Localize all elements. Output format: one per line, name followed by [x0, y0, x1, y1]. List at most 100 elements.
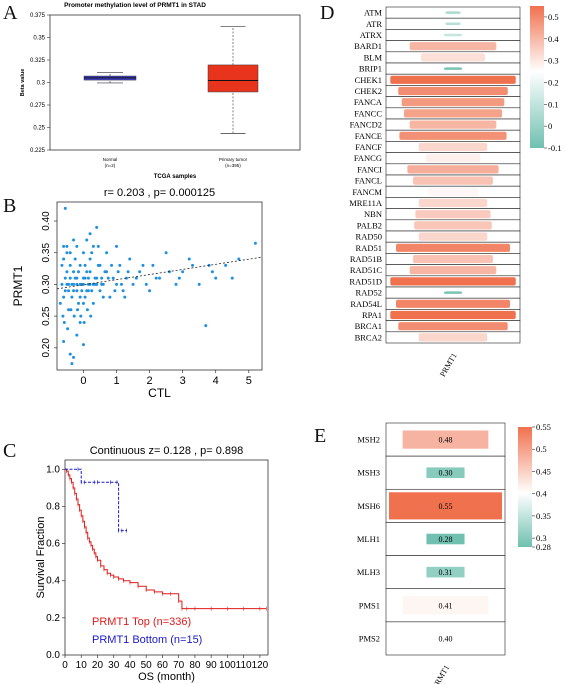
b-point: [63, 276, 67, 280]
d-bar: [414, 221, 492, 230]
d-row-label: PALB2: [357, 220, 382, 230]
e-colorbar-label: 0.55: [536, 422, 551, 432]
c-xtick-label: 90: [206, 660, 218, 671]
e-bar: [426, 566, 465, 578]
b-point: [177, 276, 181, 280]
b-point: [148, 289, 152, 293]
b-point: [91, 301, 95, 305]
b-point: [124, 276, 128, 280]
e-row-label: MSH6: [357, 501, 380, 511]
e-value-label: 0.55: [439, 502, 453, 511]
d-bar: [398, 322, 508, 331]
e-colorbar-label: 0.3: [536, 533, 547, 543]
b-point: [65, 251, 69, 255]
d-row-label: RAD50: [356, 232, 382, 242]
d-bar: [390, 277, 516, 286]
b-point: [187, 257, 191, 261]
d-row-label: ATR: [366, 19, 382, 29]
b-point: [151, 263, 155, 267]
d-xlabel: PRMT1: [438, 352, 459, 379]
b-point: [85, 270, 89, 274]
b-point: [88, 232, 92, 236]
e-bar: [426, 467, 465, 479]
e-value-label: 0.31: [439, 568, 453, 577]
c-ylabel: Survival Fraction: [35, 517, 47, 599]
b-point: [113, 289, 117, 293]
d-bar: [398, 86, 508, 96]
e-row-label: MLH1: [357, 534, 380, 544]
b-point: [95, 276, 99, 280]
d-row-label: BARD1: [354, 41, 382, 51]
d-colorbar-label: 0.3: [548, 56, 559, 66]
d-bar: [443, 33, 463, 37]
d-bar: [425, 154, 481, 163]
d-bar: [445, 22, 461, 26]
d-row-label: RAD51: [356, 243, 382, 253]
d-row-label: BRCA1: [355, 321, 382, 331]
d-row-label: RAD51C: [350, 265, 382, 275]
a-group-n: (n=2): [105, 163, 116, 168]
b-point: [70, 282, 74, 286]
d-row-label: FANCD2: [350, 120, 382, 130]
b-xtick-label: 3: [180, 375, 186, 387]
b-point: [73, 257, 77, 261]
b-point: [204, 324, 208, 328]
d-row-label: RAD51D: [349, 276, 382, 286]
d-colorbar: [530, 6, 544, 148]
b-point: [72, 270, 76, 274]
b-point: [214, 276, 218, 280]
e-colorbar: [518, 427, 532, 547]
b-point: [108, 295, 112, 299]
d-row-label: RAD51B: [350, 254, 382, 264]
b-point: [61, 314, 65, 318]
e-colorbar-label: 0.4: [536, 489, 547, 499]
d-row-label: CHEK1: [355, 75, 382, 85]
b-point: [72, 314, 76, 318]
b-point: [89, 314, 93, 318]
b-point: [83, 276, 87, 280]
b-point: [62, 244, 66, 248]
d-colorbar-label: 0.4: [548, 34, 559, 44]
e-row-label: PMS1: [359, 600, 380, 610]
a-plot-frame: [49, 14, 301, 151]
a-group-label: Normal: [103, 157, 118, 162]
b-point: [90, 289, 94, 293]
b-point: [101, 295, 105, 299]
e-colorbar-label: 0.5: [536, 444, 547, 454]
d-bar: [427, 187, 479, 196]
b-point: [138, 270, 142, 274]
a-ytick-label: 0.375: [30, 13, 46, 19]
d-row-label: ATRX: [360, 30, 382, 40]
d-bar: [395, 299, 511, 308]
b-xtick-label: 0: [80, 375, 86, 387]
b-point: [76, 270, 80, 274]
c-xtick-label: 50: [141, 660, 153, 671]
b-point: [103, 270, 107, 274]
d-bar: [403, 109, 503, 118]
c-title: Continuous z= 0.128 , p= 0.898: [90, 445, 244, 457]
b-point: [91, 282, 95, 286]
d-bar: [418, 142, 488, 152]
e-xlabel: PRMT1: [431, 664, 452, 684]
b-point: [62, 257, 66, 261]
d-bar: [443, 291, 463, 294]
a-ylabel: Beta value: [20, 69, 26, 97]
e-bar: [402, 596, 489, 615]
e-value-label: 0.30: [439, 469, 453, 478]
b-point: [174, 282, 178, 286]
b-point: [78, 320, 82, 324]
c-legend-top: PRMT1 Top (n=336): [92, 616, 191, 628]
c-legend-bottom: PRMT1 Bottom (n=15): [92, 634, 202, 646]
panel-letter-d: D: [320, 2, 335, 24]
b-point: [73, 276, 77, 280]
b-point: [85, 308, 89, 312]
d-row-label: RAD52: [356, 288, 382, 298]
c-xtick-label: 30: [108, 660, 120, 671]
e-bar: [402, 629, 489, 648]
d-row-label: NBN: [364, 209, 382, 219]
b-point: [88, 270, 92, 274]
c-xtick-label: 10: [76, 660, 88, 671]
b-point: [164, 251, 168, 255]
b-point: [111, 276, 115, 280]
b-point: [60, 263, 64, 267]
